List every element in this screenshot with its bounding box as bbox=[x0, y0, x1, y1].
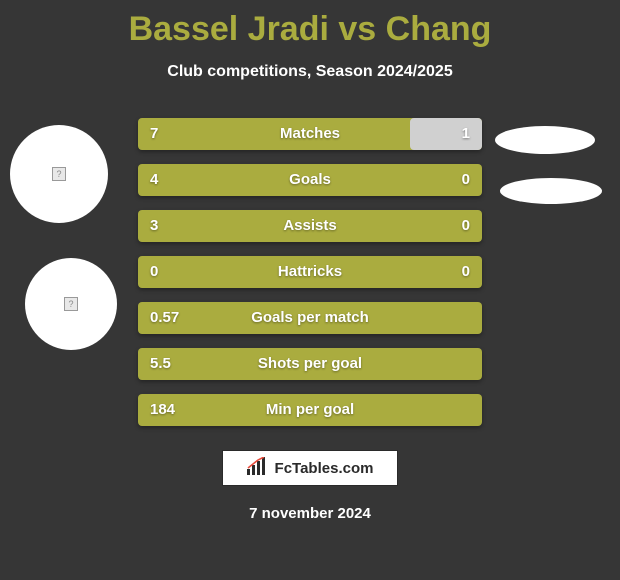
stat-label: Shots per goal bbox=[138, 348, 482, 380]
stat-row: 40Goals bbox=[138, 164, 482, 196]
page-title: Bassel Jradi vs Chang bbox=[0, 0, 620, 49]
stat-bars-column: 71Matches 40Goals 30Assists 00Hattricks 0.57… bbox=[138, 118, 482, 440]
logo-bars-icon bbox=[247, 457, 269, 480]
page-subtitle: Club competitions, Season 2024/2025 bbox=[0, 63, 620, 81]
logo-text: FcTables.com bbox=[275, 460, 374, 477]
stat-row: 00Hattricks bbox=[138, 256, 482, 288]
footer-date: 7 november 2024 bbox=[0, 505, 620, 522]
team-badge-1 bbox=[495, 126, 595, 154]
player-avatar-1: ? bbox=[10, 125, 108, 223]
stat-row: 30Assists bbox=[138, 210, 482, 242]
player-avatar-2: ? bbox=[25, 258, 117, 350]
fctables-logo: FcTables.com bbox=[222, 450, 398, 486]
stat-row: 71Matches bbox=[138, 118, 482, 150]
stat-label: Assists bbox=[138, 210, 482, 242]
stat-label: Min per goal bbox=[138, 394, 482, 426]
stat-row: 184Min per goal bbox=[138, 394, 482, 426]
stat-label: Goals bbox=[138, 164, 482, 196]
stat-label: Goals per match bbox=[138, 302, 482, 334]
stat-label: Matches bbox=[138, 118, 482, 150]
stat-label: Hattricks bbox=[138, 256, 482, 288]
image-placeholder-icon: ? bbox=[64, 297, 78, 311]
image-placeholder-icon: ? bbox=[52, 167, 66, 181]
stat-row: 5.5Shots per goal bbox=[138, 348, 482, 380]
stat-row: 0.57Goals per match bbox=[138, 302, 482, 334]
team-badge-2 bbox=[500, 178, 602, 204]
